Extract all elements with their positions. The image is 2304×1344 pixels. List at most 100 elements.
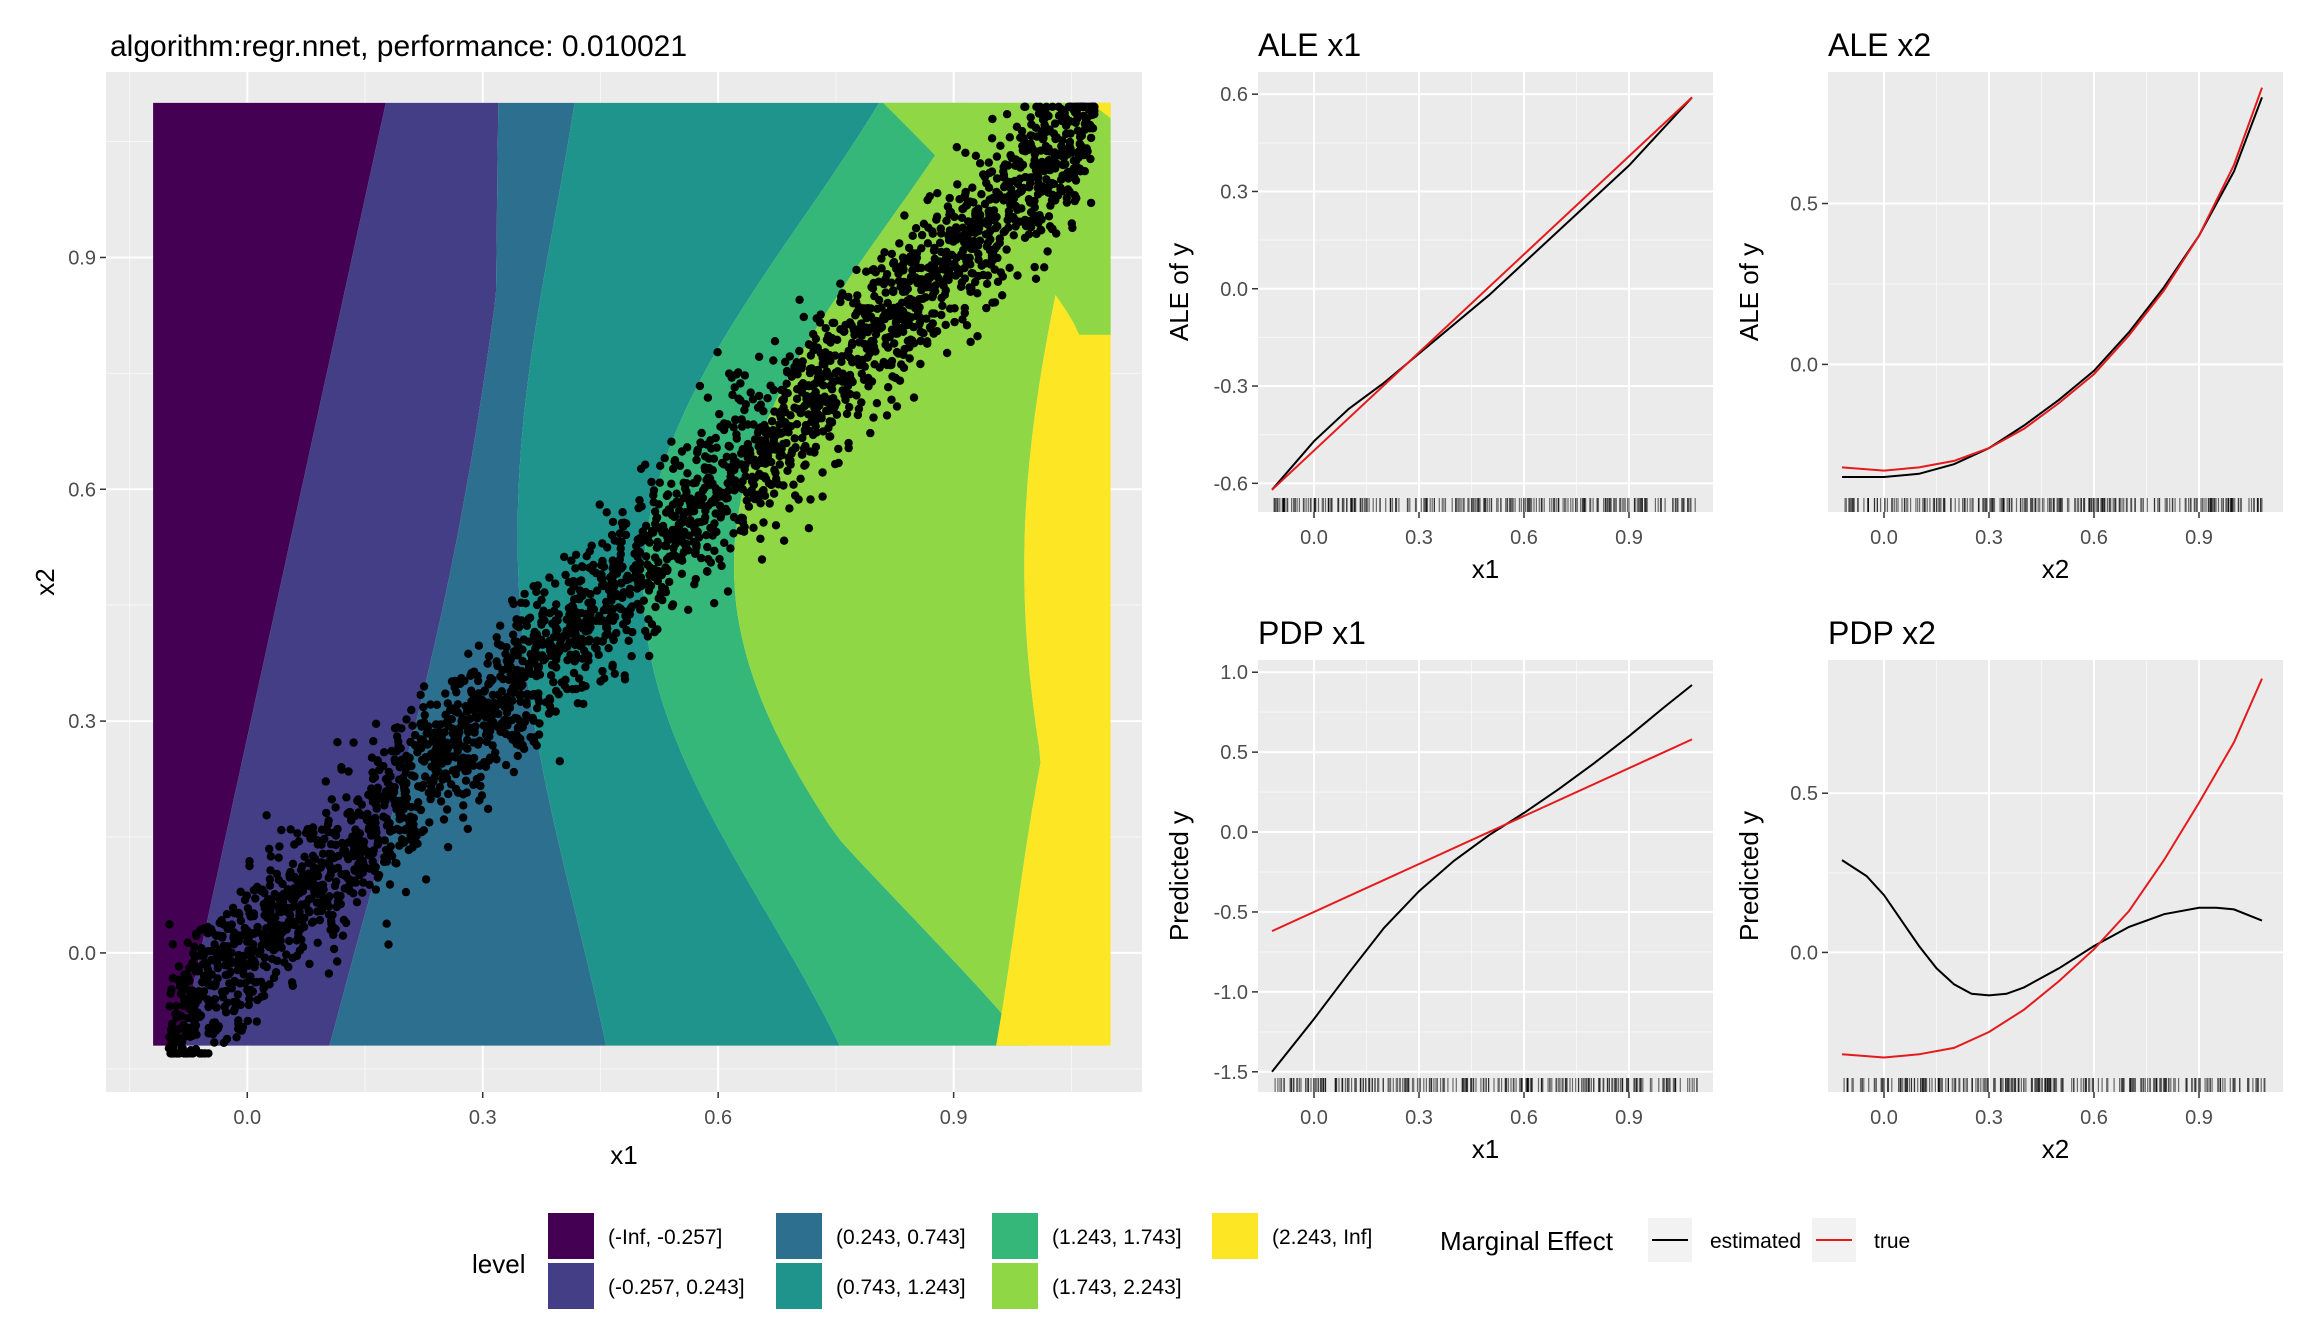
y-tick-label: 0.9	[68, 247, 96, 269]
scatter-point	[724, 441, 733, 451]
scatter-point	[1044, 212, 1054, 221]
scatter-point	[706, 523, 715, 533]
scatter-point	[966, 197, 975, 206]
scatter-point	[405, 823, 415, 832]
series-line-true	[1841, 678, 2263, 1059]
scatter-point	[860, 310, 870, 319]
scatter-point	[315, 915, 325, 925]
scatter-point	[549, 677, 558, 687]
scatter-point	[874, 277, 883, 286]
scatter-point	[457, 759, 466, 769]
scatter-point	[442, 805, 452, 814]
scatter-point	[807, 417, 816, 426]
scatter-point	[453, 708, 462, 717]
scatter-point	[1011, 155, 1021, 164]
scatter-point	[375, 794, 384, 803]
scatter-point	[533, 581, 542, 590]
scatter-point	[200, 1049, 209, 1058]
scatter-point	[1079, 111, 1088, 121]
scatter-point	[833, 367, 842, 376]
scatter-point	[880, 248, 889, 257]
x-tick-label: 0.3	[1405, 527, 1433, 549]
scatter-point	[503, 664, 512, 673]
scatter-point	[656, 461, 665, 470]
scatter-point	[222, 960, 231, 970]
scatter-point	[782, 379, 791, 388]
scatter-point	[1020, 102, 1029, 112]
scatter-point	[295, 907, 304, 916]
y-tick-label: -1.5	[1214, 1062, 1248, 1084]
scatter-point	[371, 885, 381, 894]
scatter-point	[868, 284, 878, 293]
scatter-point	[311, 854, 320, 864]
contour-level-2	[179, 102, 499, 1046]
scatter-point	[1062, 193, 1072, 202]
scatter-point	[416, 690, 425, 700]
scatter-point	[431, 738, 440, 747]
scatter-point	[243, 1016, 252, 1026]
scatter-point	[1002, 245, 1011, 254]
scatter-point	[903, 336, 913, 346]
scatter-point	[621, 611, 630, 620]
scatter-point	[576, 641, 585, 651]
scatter-point	[477, 791, 487, 800]
scatter-point	[700, 463, 709, 472]
scatter-point	[860, 339, 869, 349]
scatter-point	[919, 329, 928, 338]
scatter-point	[380, 801, 389, 810]
scatter-point	[364, 790, 373, 799]
scatter-point	[186, 999, 196, 1009]
scatter-point	[639, 596, 648, 605]
scatter-point	[585, 563, 594, 572]
scatter-point	[669, 464, 678, 473]
scatter-point	[244, 1000, 253, 1010]
scatter-point	[608, 556, 617, 565]
scatter-point	[1002, 110, 1012, 119]
scatter-point	[1040, 114, 1049, 124]
scatter-point	[554, 690, 563, 699]
scatter-point	[539, 606, 548, 615]
scatter-point	[473, 738, 482, 747]
scatter-point	[177, 980, 186, 989]
scatter-point	[619, 588, 628, 597]
scatter-point	[682, 539, 691, 549]
scatter-point	[461, 766, 470, 776]
scatter-point	[799, 312, 808, 322]
panel-pdp-x1: PDP x1 0.0 0.3 0.6 0.9 -1.5 -1.0 -0.5 0.0 0.5 1.0 x…	[1164, 615, 1713, 1164]
scatter-point	[874, 295, 884, 305]
scatter-point	[287, 978, 297, 987]
scatter-point	[371, 719, 381, 728]
scatter-point	[389, 795, 399, 804]
scatter-point	[572, 614, 581, 623]
series-line-true	[1271, 96, 1693, 491]
scatter-point	[512, 732, 522, 741]
scatter-point	[887, 325, 897, 334]
scatter-point	[1047, 195, 1057, 205]
scatter-point	[942, 348, 952, 358]
scatter-point	[386, 842, 395, 851]
x-tick-label: 0.0	[1300, 527, 1328, 549]
scatter-point	[501, 760, 511, 770]
scatter-point	[522, 621, 532, 630]
scatter-point	[632, 541, 641, 551]
scatter-point	[252, 977, 261, 987]
scatter-point	[373, 873, 383, 882]
scatter-point	[497, 687, 506, 696]
scatter-point	[1067, 219, 1077, 228]
scatter-point	[779, 536, 789, 545]
scatter-point	[975, 236, 985, 245]
scatter-point	[860, 362, 869, 371]
scatter-point	[846, 353, 855, 362]
scatter-point	[950, 317, 959, 327]
scatter-point	[532, 600, 542, 610]
scatter-point	[476, 772, 485, 782]
scatter-point	[180, 970, 189, 979]
scatter-point	[782, 438, 791, 448]
level-key-label: (1.243, 1.743]	[1052, 1226, 1182, 1249]
scatter-point	[867, 377, 877, 386]
scatter-point	[1005, 177, 1014, 187]
scatter-point	[998, 291, 1007, 300]
level-key-label: (2.243, Inf]	[1272, 1226, 1372, 1249]
scatter-point	[749, 523, 758, 532]
scatter-point	[260, 991, 269, 1000]
